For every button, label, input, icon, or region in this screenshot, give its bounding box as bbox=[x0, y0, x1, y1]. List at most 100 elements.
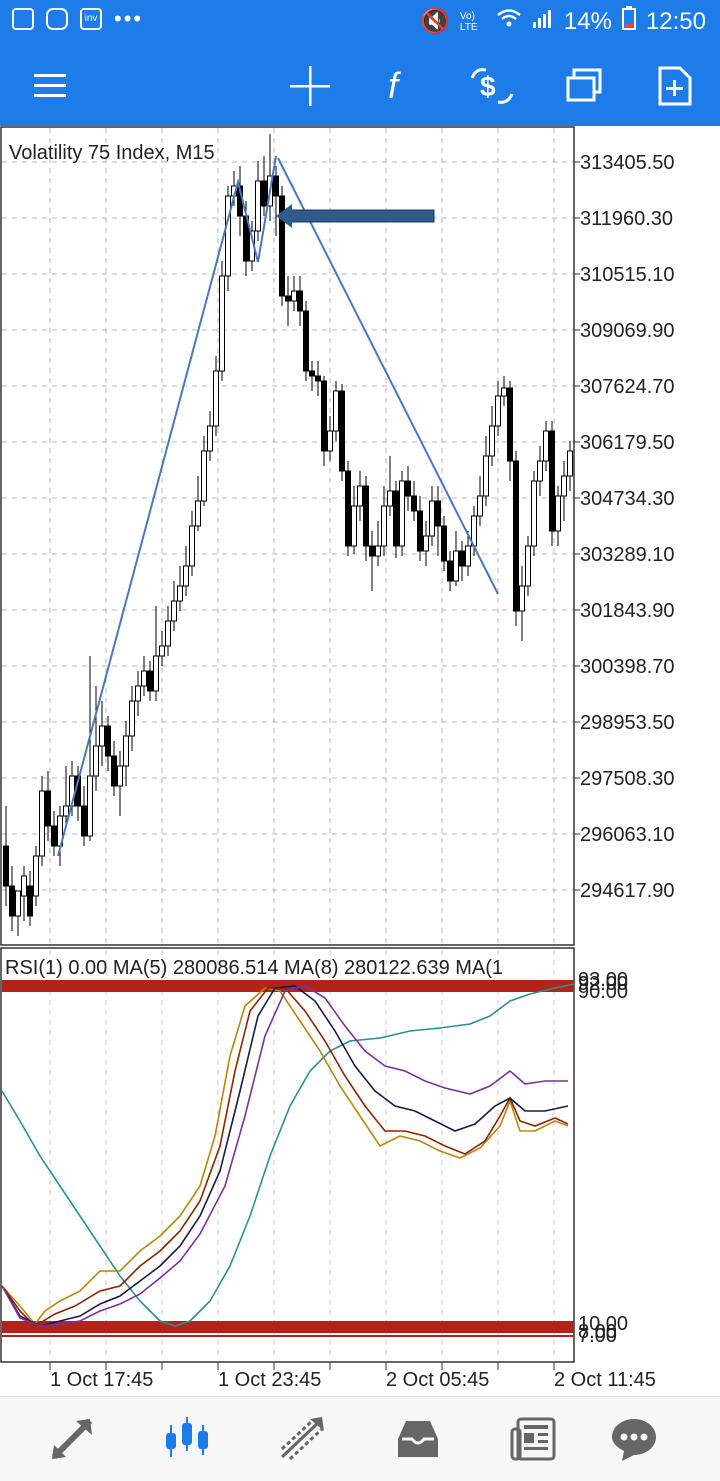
trade-icon[interactable] bbox=[278, 1415, 326, 1463]
more-dots-icon: ••• bbox=[114, 6, 144, 31]
candle bbox=[15, 890, 21, 936]
level-label-92: 92.00 bbox=[578, 973, 628, 995]
candle bbox=[321, 376, 327, 466]
candle bbox=[141, 656, 147, 696]
quotes-icon[interactable] bbox=[48, 1415, 96, 1463]
time-label: 2 Oct 11:45 bbox=[554, 1369, 656, 1391]
candle bbox=[177, 566, 183, 611]
candle bbox=[459, 541, 465, 581]
status-bar: inv ••• 🔇 Vo) LTE 14% 12:50 bbox=[0, 0, 720, 44]
time-label: 2 Oct 05:45 bbox=[386, 1369, 489, 1391]
function-icon[interactable]: f bbox=[378, 64, 422, 108]
candle bbox=[21, 866, 27, 921]
candle bbox=[93, 686, 99, 791]
chart-icon[interactable] bbox=[162, 1415, 210, 1463]
candle bbox=[261, 156, 267, 216]
signal-icon bbox=[532, 7, 554, 36]
trade-icon[interactable]: $ bbox=[468, 64, 514, 108]
windows-icon[interactable] bbox=[562, 64, 606, 108]
new-order-icon[interactable] bbox=[652, 64, 696, 108]
candle bbox=[495, 381, 501, 436]
candle bbox=[279, 186, 285, 306]
trendline-up bbox=[57, 155, 277, 857]
candle bbox=[369, 531, 375, 591]
price-label: 309069.90 bbox=[580, 320, 675, 342]
candle bbox=[51, 811, 57, 856]
price-label: 310515.10 bbox=[580, 264, 675, 286]
candle bbox=[483, 436, 489, 506]
price-label: 294617.90 bbox=[580, 880, 675, 902]
svg-text:$: $ bbox=[480, 71, 496, 102]
candle bbox=[201, 436, 207, 506]
arrow-annotation[interactable] bbox=[276, 204, 435, 228]
candle bbox=[519, 566, 525, 641]
candle bbox=[561, 461, 567, 521]
candle bbox=[81, 786, 87, 846]
price-label: 313405.50 bbox=[580, 152, 675, 174]
candle bbox=[375, 521, 381, 566]
candle bbox=[285, 276, 291, 326]
candle bbox=[537, 446, 543, 496]
candle bbox=[513, 451, 519, 626]
price-label: 301843.90 bbox=[580, 600, 675, 622]
trendline-down bbox=[277, 157, 499, 595]
chat-icon[interactable] bbox=[610, 1415, 658, 1463]
svg-text:f: f bbox=[388, 65, 402, 106]
candle bbox=[9, 866, 15, 931]
wifi-icon bbox=[496, 7, 522, 36]
candle bbox=[345, 461, 351, 556]
candle bbox=[489, 406, 495, 466]
candle bbox=[435, 486, 441, 556]
candle bbox=[465, 531, 471, 576]
candle bbox=[39, 776, 45, 866]
candle bbox=[531, 471, 537, 556]
price-label: 311960.30 bbox=[580, 208, 673, 230]
time-axis: 1 Oct 17:45 1 Oct 23:45 2 Oct 05:45 2 Oc… bbox=[50, 1369, 656, 1391]
menu-icon[interactable] bbox=[28, 64, 72, 108]
bottom-navigation bbox=[0, 1396, 720, 1481]
clock: 12:50 bbox=[645, 7, 706, 35]
candle bbox=[507, 381, 513, 481]
chart-area[interactable]: Volatility 75 Index, M15 313405.50 311960… bbox=[0, 126, 720, 1396]
candle bbox=[27, 871, 33, 926]
candle bbox=[543, 421, 549, 471]
candle bbox=[447, 551, 453, 591]
candle bbox=[153, 606, 159, 701]
candle bbox=[45, 771, 51, 841]
candle bbox=[147, 661, 153, 701]
candle bbox=[327, 416, 333, 461]
indicator-grid bbox=[49, 950, 555, 1370]
candle bbox=[33, 846, 39, 906]
candle bbox=[207, 411, 213, 461]
moving-average-lines bbox=[1, 983, 575, 1328]
candle bbox=[111, 741, 117, 796]
trendlines[interactable] bbox=[57, 155, 499, 857]
indicator-header: RSI(1) 0.00 MA(5) 280086.514 MA(8) 28012… bbox=[5, 957, 503, 979]
candlesticks bbox=[3, 134, 573, 936]
candle bbox=[3, 806, 9, 906]
ma-dark-line bbox=[1, 985, 569, 1327]
candle bbox=[135, 671, 141, 716]
candle bbox=[87, 656, 93, 841]
toolbar: f $ bbox=[0, 44, 720, 126]
candle bbox=[339, 384, 345, 481]
candle bbox=[417, 496, 423, 561]
price-label: 306179.50 bbox=[580, 432, 675, 454]
level-label-93: 93.00 bbox=[578, 969, 628, 991]
price-label: 304734.30 bbox=[580, 488, 675, 510]
ma-purple-line bbox=[1, 985, 568, 1327]
price-label: 307624.70 bbox=[580, 376, 675, 398]
crosshair-icon[interactable] bbox=[288, 64, 332, 108]
candle bbox=[291, 276, 297, 311]
news-icon[interactable] bbox=[510, 1415, 558, 1463]
candle bbox=[255, 161, 261, 241]
history-icon[interactable] bbox=[394, 1415, 442, 1463]
price-axis: 313405.50 311960.30 310515.10 309069.90 3076… bbox=[574, 152, 675, 902]
candle bbox=[501, 376, 507, 406]
candle bbox=[549, 421, 555, 546]
candle bbox=[393, 481, 399, 558]
level-label-7: 7.00 bbox=[578, 1325, 617, 1347]
battery-icon bbox=[621, 6, 636, 37]
indicator-panel-border bbox=[0, 947, 575, 1363]
ma-gold-line bbox=[1, 987, 569, 1326]
